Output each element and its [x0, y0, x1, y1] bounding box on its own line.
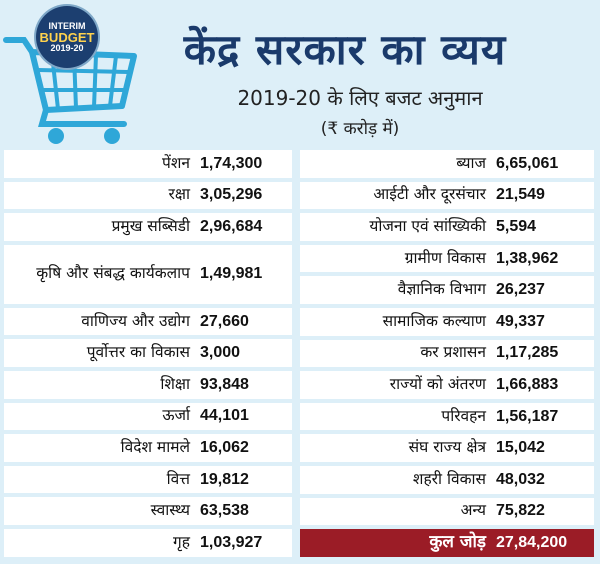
interim-budget-badge: INTERIM BUDGET 2019-20 — [36, 6, 98, 68]
table-row: वाणिज्य और उद्योग 27,660 — [4, 307, 292, 336]
category-name: पेंशन — [162, 153, 190, 172]
category-name: कर प्रशासन — [420, 343, 486, 362]
category-value: 27,84,200 — [496, 533, 568, 551]
category-value: 1,74,300 — [200, 154, 263, 172]
table-row: शहरी विकास 48,032 — [300, 465, 594, 494]
table-row: वैज्ञानिक विभाग 26,237 — [300, 276, 594, 304]
category-value: 1,38,962 — [496, 249, 559, 267]
category-value: 1,49,981 — [200, 265, 263, 283]
category-name: शहरी विकास — [412, 469, 486, 488]
category-value: 63,538 — [200, 502, 249, 520]
table-row: स्वास्थ्य 63,538 — [4, 497, 292, 525]
table-row: गृह 1,03,927 — [4, 528, 292, 557]
category-name: वैज्ञानिक विभाग — [397, 280, 486, 299]
category-name: ग्रामीण विकास — [404, 248, 486, 267]
badge-line1: INTERIM — [48, 20, 86, 31]
category-name: योजना एवं सांख्यिकी — [369, 217, 486, 236]
category-value: 3,05,296 — [200, 186, 263, 204]
table-row: पूर्वोत्तर का विकास 3,000 — [4, 339, 292, 367]
category-name: संघ राज्य क्षेत्र — [408, 438, 486, 457]
chart-title: केंद्र सरकार का व्यय — [183, 25, 507, 74]
category-value: 75,822 — [496, 502, 545, 520]
left-column: पेंशन 1,74,300 रक्षा 3,05,296 प्रमुख सब्सिडी… — [4, 150, 292, 561]
category-name: कुल जोड़ — [429, 532, 486, 553]
category-name: विदेश मामले — [120, 438, 190, 457]
category-name: स्वास्थ्य — [150, 501, 190, 520]
category-name: सामाजिक कल्याण — [382, 311, 486, 330]
table-row: ब्याज 6,65,061 — [300, 150, 594, 178]
category-value: 93,848 — [200, 375, 249, 393]
category-value: 48,032 — [496, 470, 545, 488]
category-value: 27,660 — [200, 312, 249, 330]
category-name: प्रमुख सब्सिडी — [111, 217, 190, 236]
category-value: 6,65,061 — [496, 154, 559, 172]
category-name: परिवहन — [441, 406, 486, 425]
category-name: राज्यों को अंतरण — [389, 375, 486, 394]
category-name: पूर्वोत्तर का विकास — [86, 343, 190, 362]
right-column: ब्याज 6,65,061 आईटी और दूरसंचार 21,549 योजना… — [300, 150, 594, 561]
shopping-cart-icon — [3, 37, 137, 144]
category-value: 2,96,684 — [200, 217, 263, 235]
table-row: पेंशन 1,74,300 — [4, 150, 292, 178]
category-value: 5,594 — [496, 217, 537, 235]
category-value: 3,000 — [200, 344, 241, 362]
category-name: वित्त — [166, 469, 190, 488]
category-value: 16,062 — [200, 438, 249, 456]
category-value: 21,549 — [496, 186, 545, 204]
table-row: राज्यों को अंतरण 1,66,883 — [300, 371, 594, 399]
chart-subtitle: 2019-20 के लिए बजट अनुमान — [237, 86, 483, 110]
category-name: कृषि और संबद्ध कार्यकलाप — [36, 264, 190, 283]
category-value: 1,66,883 — [496, 375, 559, 393]
total-row: कुल जोड़ 27,84,200 — [300, 529, 594, 557]
table-row: कर प्रशासन 1,17,285 — [300, 339, 594, 368]
table-row: आईटी और दूरसंचार 21,549 — [300, 181, 594, 210]
category-name: अन्य — [460, 501, 486, 520]
table-row: सामाजिक कल्याण 49,337 — [300, 307, 594, 336]
category-value: 26,237 — [496, 281, 545, 299]
category-name: ब्याज — [456, 153, 486, 172]
category-value: 44,101 — [200, 407, 249, 425]
category-value: 1,17,285 — [496, 344, 559, 362]
header: INTERIM BUDGET 2019-20 केंद्र सरकार का व… — [0, 0, 600, 150]
table-row: अन्य 75,822 — [300, 497, 594, 526]
table-row: कृषि और संबद्ध कार्यकलाप 1,49,981 — [4, 244, 292, 304]
badge-line2: BUDGET — [39, 29, 95, 45]
category-name: रक्षा — [168, 185, 190, 204]
category-name: वाणिज्य और उद्योग — [81, 311, 190, 330]
table-row: शिक्षा 93,848 — [4, 370, 292, 399]
category-name: शिक्षा — [160, 374, 190, 393]
table-row: वित्त 19,812 — [4, 465, 292, 494]
category-name: आईटी और दूरसंचार — [373, 185, 486, 204]
category-value: 49,337 — [496, 312, 545, 330]
category-value: 1,56,187 — [496, 407, 559, 425]
category-value: 19,812 — [200, 470, 249, 488]
table-row: योजना एवं सांख्यिकी 5,594 — [300, 213, 594, 241]
category-name: ऊर्जा — [162, 406, 190, 425]
category-value: 1,03,927 — [200, 533, 263, 551]
table-row: ऊर्जा 44,101 — [4, 402, 292, 431]
table-row: ग्रामीण विकास 1,38,962 — [300, 244, 594, 273]
table-row: विदेश मामले 16,062 — [4, 434, 292, 462]
category-name: गृह — [173, 532, 190, 551]
unit-label: (₹ करोड़ में) — [320, 119, 400, 139]
table-row: परिवहन 1,56,187 — [300, 402, 594, 431]
table-row: प्रमुख सब्सिडी 2,96,684 — [4, 213, 292, 241]
badge-line3: 2019-20 — [50, 42, 84, 53]
table-row: रक्षा 3,05,296 — [4, 181, 292, 210]
category-value: 15,042 — [496, 439, 545, 457]
table-row: संघ राज्य क्षेत्र 15,042 — [300, 434, 594, 462]
